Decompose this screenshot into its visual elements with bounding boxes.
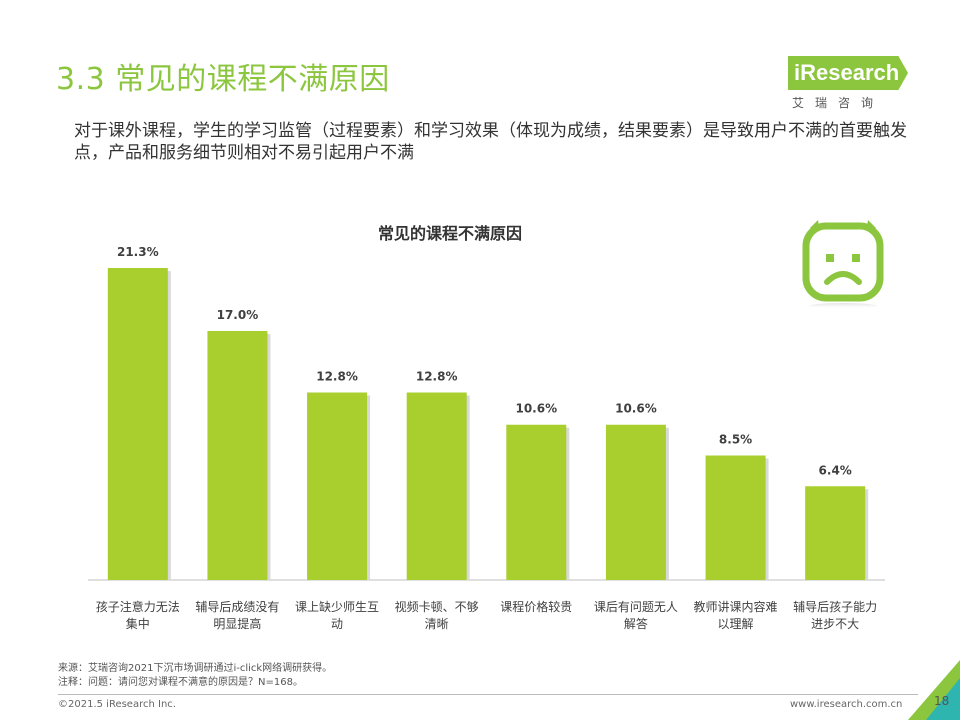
copyright: ©2021.5 iResearch Inc. (58, 699, 176, 710)
website-url: www.iresearch.com.cn (790, 699, 903, 710)
data-label-3: 12.8% (316, 370, 358, 384)
question-note: 注释：问题：请问您对课程不满意的原因是？N=168。 (58, 677, 303, 688)
category-label-8: 进步不大 (811, 617, 859, 631)
page-title: 3.3 常见的课程不满原因 (56, 62, 390, 97)
footnotes: 来源：艾瑞咨询2021下沉市场调研通过i-click网络调研获得。 注释：问题：… (58, 662, 332, 690)
category-label-6: 解答 (624, 616, 648, 631)
bar-8 (805, 486, 866, 580)
brand-subtitle: 艾瑞咨询 (792, 96, 885, 110)
category-label-1: 孩子注意力无法 (96, 599, 180, 614)
bar-2 (207, 330, 268, 580)
chart-title: 常见的课程不满原因 (377, 224, 522, 243)
brand-name: iResearch (788, 56, 908, 90)
unhappy-face-icon (802, 220, 884, 309)
data-label-5: 10.6% (515, 402, 557, 416)
bar-4 (406, 392, 467, 580)
bar-7 (705, 455, 766, 580)
bar-5 (506, 424, 567, 580)
data-label-4: 12.8% (416, 370, 458, 384)
source-note: 来源：艾瑞咨询2021下沉市场调研通过i-click网络调研获得。 (58, 663, 333, 674)
bar-6 (605, 424, 666, 580)
footer-divider (58, 694, 918, 695)
data-label-1: 21.3% (117, 245, 159, 259)
category-label-7: 教师讲课内容难 (694, 599, 778, 614)
page-subtitle: 对于课外课程，学生的学习监管（过程要素）和学习效果（体现为成绩，结果要素）是导致… (74, 121, 907, 163)
data-label-6: 10.6% (615, 402, 657, 416)
brand-logo: iResearch 艾瑞咨询 (788, 56, 918, 112)
data-label-2: 17.0% (217, 308, 259, 322)
category-label-3: 动 (331, 617, 343, 631)
category-label-4: 清晰 (425, 617, 449, 631)
category-label-6: 课后有问题无人 (594, 600, 678, 614)
category-label-3: 课上缺少师生互 (295, 599, 379, 614)
corner-decoration (908, 660, 960, 720)
bar-3 (307, 392, 368, 580)
page-number: 18 (934, 694, 950, 708)
bar-1 (107, 268, 168, 580)
category-label-2: 明显提高 (213, 616, 261, 631)
category-label-5: 课程价格较贵 (500, 599, 572, 614)
category-label-1: 集中 (126, 616, 150, 631)
category-label-8: 辅导后孩子能力 (793, 600, 877, 614)
category-label-2: 辅导后成绩没有 (195, 599, 279, 614)
category-label-4: 视频卡顿、不够 (395, 599, 479, 614)
data-label-8: 6.4% (819, 463, 852, 477)
data-label-7: 8.5% (719, 432, 752, 446)
category-label-7: 以理解 (718, 617, 754, 631)
